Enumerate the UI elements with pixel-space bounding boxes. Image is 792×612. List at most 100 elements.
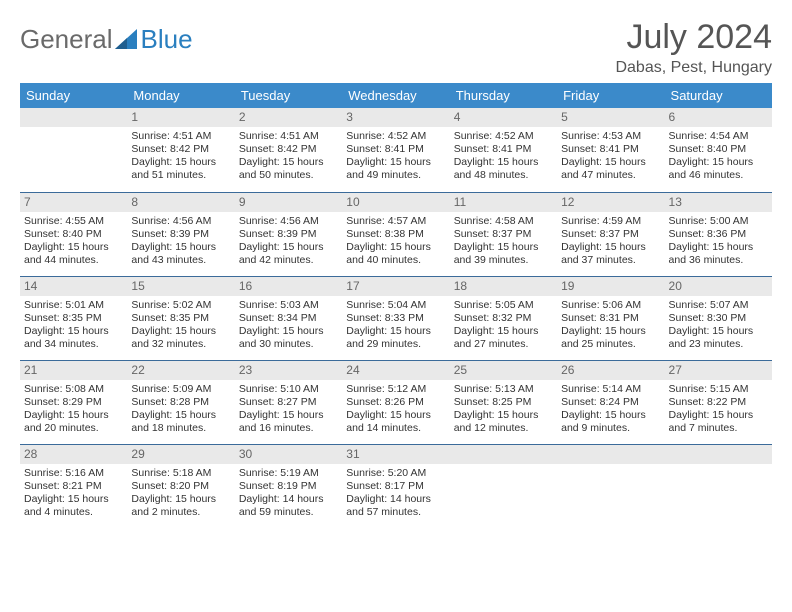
daylight-line: Daylight: 15 hours and 42 minutes. [239, 241, 338, 267]
day-number: 23 [235, 361, 342, 380]
month-title: July 2024 [615, 18, 772, 57]
sunrise-line: Sunrise: 4:56 AM [239, 215, 338, 228]
sunset-line: Sunset: 8:42 PM [239, 143, 338, 156]
header-bar: General Blue July 2024 Dabas, Pest, Hung… [20, 18, 772, 77]
sunrise-line: Sunrise: 4:53 AM [561, 130, 660, 143]
sunrise-line: Sunrise: 5:04 AM [346, 299, 445, 312]
daylight-line: Daylight: 15 hours and 20 minutes. [24, 409, 123, 435]
day-number: 30 [235, 445, 342, 464]
sunset-line: Sunset: 8:39 PM [239, 228, 338, 241]
title-block: July 2024 Dabas, Pest, Hungary [615, 18, 772, 77]
day-number: 25 [450, 361, 557, 380]
calendar-day-cell: 24Sunrise: 5:12 AMSunset: 8:26 PMDayligh… [342, 360, 449, 444]
daylight-line: Daylight: 15 hours and 30 minutes. [239, 325, 338, 351]
sunset-line: Sunset: 8:35 PM [24, 312, 123, 325]
day-number: 20 [665, 277, 772, 296]
weekday-header: Wednesday [342, 83, 449, 108]
daylight-line: Daylight: 15 hours and 9 minutes. [561, 409, 660, 435]
day-number: 29 [127, 445, 234, 464]
calendar-day-cell: 15Sunrise: 5:02 AMSunset: 8:35 PMDayligh… [127, 276, 234, 360]
day-number: 16 [235, 277, 342, 296]
sunrise-line: Sunrise: 5:09 AM [131, 383, 230, 396]
sunset-line: Sunset: 8:31 PM [561, 312, 660, 325]
calendar-day-cell: 5Sunrise: 4:53 AMSunset: 8:41 PMDaylight… [557, 108, 664, 192]
calendar-day-cell [557, 444, 664, 528]
sunrise-line: Sunrise: 5:01 AM [24, 299, 123, 312]
sunrise-line: Sunrise: 4:56 AM [131, 215, 230, 228]
calendar-week-row: 14 Sunrise: 5:01 AMSunset: 8:35 PM Dayligh… [20, 276, 772, 360]
sunset-line: Sunset: 8:39 PM [131, 228, 230, 241]
daylight-line: Daylight: 15 hours and 47 minutes. [561, 156, 660, 182]
calendar-day-cell: 3Sunrise: 4:52 AMSunset: 8:41 PMDaylight… [342, 108, 449, 192]
calendar-day-cell: 7Sunrise: 4:55 AMSunset: 8:40 PMDaylight… [20, 192, 127, 276]
sunset-line: Sunset: 8:28 PM [131, 396, 230, 409]
sunrise-line: Sunrise: 4:52 AM [346, 130, 445, 143]
sunset-line: Sunset: 8:20 PM [131, 480, 230, 493]
daylight-line: Daylight: 15 hours and 23 minutes. [669, 325, 768, 351]
brand-part1: General [20, 24, 113, 55]
calendar-day-cell: 10Sunrise: 4:57 AMSunset: 8:38 PMDayligh… [342, 192, 449, 276]
sunrise-line: Sunrise: 4:51 AM [239, 130, 338, 143]
calendar-day-cell: 14Sunrise: 5:01 AMSunset: 8:35 PMDayligh… [20, 276, 127, 360]
daylight-line: Daylight: 15 hours and 49 minutes. [346, 156, 445, 182]
day-number: 28 [20, 445, 127, 464]
calendar-day-cell: 25Sunrise: 5:13 AMSunset: 8:25 PMDayligh… [450, 360, 557, 444]
calendar-day-cell: 4Sunrise: 4:52 AMSunset: 8:41 PMDaylight… [450, 108, 557, 192]
daylight-line: Daylight: 15 hours and 2 minutes. [131, 493, 230, 519]
calendar-day-cell: 13Sunrise: 5:00 AMSunset: 8:36 PMDayligh… [665, 192, 772, 276]
sunset-line: Sunset: 8:25 PM [454, 396, 553, 409]
daylight-line: Daylight: 14 hours and 57 minutes. [346, 493, 445, 519]
daylight-line: Daylight: 15 hours and 29 minutes. [346, 325, 445, 351]
calendar-day-cell: 26Sunrise: 5:14 AMSunset: 8:24 PMDayligh… [557, 360, 664, 444]
sunrise-line: Sunrise: 5:00 AM [669, 215, 768, 228]
sunrise-line: Sunrise: 5:13 AM [454, 383, 553, 396]
sunset-line: Sunset: 8:27 PM [239, 396, 338, 409]
daylight-line: Daylight: 15 hours and 4 minutes. [24, 493, 123, 519]
calendar-day-cell: 29Sunrise: 5:18 AMSunset: 8:20 PMDayligh… [127, 444, 234, 528]
daylight-line: Daylight: 15 hours and 7 minutes. [669, 409, 768, 435]
day-number [20, 108, 127, 127]
sunrise-line: Sunrise: 4:51 AM [131, 130, 230, 143]
calendar-day-cell: 17Sunrise: 5:04 AMSunset: 8:33 PMDayligh… [342, 276, 449, 360]
sunset-line: Sunset: 8:40 PM [24, 228, 123, 241]
brand-part2: Blue [141, 24, 193, 55]
calendar-week-row: 7Sunrise: 4:55 AMSunset: 8:40 PMDaylight… [20, 192, 772, 276]
sunset-line: Sunset: 8:41 PM [561, 143, 660, 156]
sunrise-line: Sunrise: 4:59 AM [561, 215, 660, 228]
sunrise-line: Sunrise: 5:12 AM [346, 383, 445, 396]
day-number: 26 [557, 361, 664, 380]
daylight-line: Daylight: 15 hours and 14 minutes. [346, 409, 445, 435]
sunset-line: Sunset: 8:41 PM [454, 143, 553, 156]
daylight-line: Daylight: 15 hours and 16 minutes. [239, 409, 338, 435]
weekday-header: Friday [557, 83, 664, 108]
day-number: 1 [127, 108, 234, 127]
sunset-line: Sunset: 8:34 PM [239, 312, 338, 325]
day-number: 13 [665, 193, 772, 212]
sunrise-line: Sunrise: 4:57 AM [346, 215, 445, 228]
calendar-day-cell: 12Sunrise: 4:59 AMSunset: 8:37 PMDayligh… [557, 192, 664, 276]
day-number: 19 [557, 277, 664, 296]
sunrise-line: Sunrise: 5:15 AM [669, 383, 768, 396]
day-number: 22 [127, 361, 234, 380]
daylight-line: Daylight: 15 hours and 51 minutes. [131, 156, 230, 182]
day-number [557, 445, 664, 464]
sunrise-line: Sunrise: 4:52 AM [454, 130, 553, 143]
day-number: 27 [665, 361, 772, 380]
day-number: 31 [342, 445, 449, 464]
sunset-line: Sunset: 8:26 PM [346, 396, 445, 409]
calendar-day-cell: 28Sunrise: 5:16 AMSunset: 8:21 PMDayligh… [20, 444, 127, 528]
weekday-header: Thursday [450, 83, 557, 108]
weekday-header: Tuesday [235, 83, 342, 108]
day-number: 10 [342, 193, 449, 212]
sunset-line: Sunset: 8:37 PM [454, 228, 553, 241]
day-number: 9 [235, 193, 342, 212]
day-number: 14 [20, 277, 127, 296]
daylight-line: Daylight: 15 hours and 40 minutes. [346, 241, 445, 267]
daylight-line: Daylight: 15 hours and 50 minutes. [239, 156, 338, 182]
day-number: 11 [450, 193, 557, 212]
calendar-body: 1Sunrise: 4:51 AMSunset: 8:42 PMDaylight… [20, 108, 772, 528]
sunrise-line: Sunrise: 5:06 AM [561, 299, 660, 312]
sunset-line: Sunset: 8:40 PM [669, 143, 768, 156]
day-number: 15 [127, 277, 234, 296]
day-number: 18 [450, 277, 557, 296]
